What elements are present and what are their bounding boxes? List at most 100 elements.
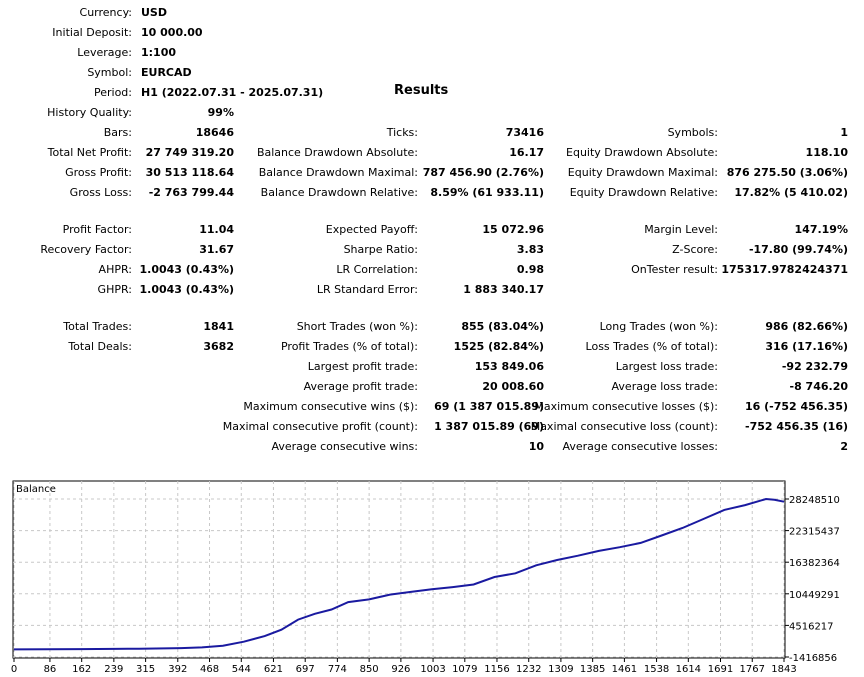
col2-value: 153 849.06 [474,360,544,373]
currency-value: USD [141,6,167,19]
history-quality-label: History Quality: [47,106,132,119]
col2-value: 787 456.90 (2.76%) [422,166,544,179]
chart-title: Balance [16,484,56,495]
col1-label: Gross Loss: [69,186,132,199]
col3-label: Equity Drawdown Maximal: [567,166,718,179]
x-tick-label: 1691 [708,664,733,675]
currency-label: Currency: [79,6,132,19]
col2-value: 3.83 [516,243,544,256]
col3-value: 986 (82.66%) [765,320,848,333]
col1-label: Gross Profit: [65,166,132,179]
col1-label: Profit Factor: [62,223,132,236]
x-tick-label: 1156 [484,664,509,675]
col2-value: 855 (83.04%) [461,320,544,333]
col2-value: 8.59% (61 933.11) [430,186,544,199]
x-tick-label: 621 [264,664,283,675]
col1-label: Recovery Factor: [40,243,132,256]
col3-value: 118.10 [805,146,848,159]
col3-label: Z-Score: [672,243,718,256]
x-tick-label: 1309 [548,664,573,675]
x-tick-label: 697 [296,664,315,675]
col2-label: Balance Drawdown Relative: [260,186,418,199]
col1-label: Total Net Profit: [47,146,132,159]
col3-value: 17.82% (5 410.02) [734,186,848,199]
col1-label: Total Trades: [63,320,132,333]
col2-label: Short Trades (won %): [296,320,418,333]
col3-label: Symbols: [667,126,718,139]
x-tick-label: 774 [328,664,347,675]
col2-label: Expected Payoff: [325,223,418,236]
col3-label: Average loss trade: [611,380,718,393]
col2-label: Average profit trade: [303,380,418,393]
col2-value: 15 072.96 [482,223,544,236]
y-tick-label: 4516217 [789,621,834,632]
y-tick-label: 16382364 [789,558,840,569]
col3-label: Loss Trades (% of total): [585,340,718,353]
x-tick-label: 1385 [580,664,605,675]
col3-value: 147.19% [794,223,848,236]
col3-label: Equity Drawdown Absolute: [566,146,718,159]
col1-value: 1841 [203,320,234,333]
col1-value: 1.0043 (0.43%) [139,263,235,276]
col3-label: Average consecutive losses: [562,440,718,453]
col2-label: LR Correlation: [336,263,418,276]
x-tick-label: 926 [391,664,410,675]
x-tick-label: 1232 [516,664,541,675]
col2-value: 20 008.60 [482,380,544,393]
col1-value: 31.67 [199,243,234,256]
col2-value: 73416 [505,126,544,139]
x-axis-ticks: 0 86 162 239 315 392 468 544 621 697 774 850 926 1003… [11,658,797,675]
col2-value: 69 (1 387 015.89) [434,400,544,413]
col1-label: AHPR: [98,263,132,276]
col2-label: LR Standard Error: [316,283,418,296]
col1-label: Total Deals: [68,340,132,353]
col1-value: 18646 [195,126,234,139]
x-tick-label: 1614 [676,664,701,675]
y-tick-label: 22315437 [789,527,840,538]
col3-value: -92 232.79 [781,360,848,373]
x-tick-label: 468 [200,664,219,675]
x-tick-label: 392 [168,664,187,675]
x-tick-label: 239 [104,664,123,675]
col2-value: 16.17 [509,146,544,159]
col1-value: 30 513 118.64 [145,166,234,179]
col2-label: Sharpe Ratio: [343,243,418,256]
col3-label: Equity Drawdown Relative: [569,186,718,199]
y-tick-label: -1416856 [789,653,837,664]
col2-label: Balance Drawdown Maximal: [258,166,418,179]
period-label: Period: [93,86,132,99]
initial-deposit-value: 10 000.00 [141,26,203,39]
col3-value: 16 (-752 456.35) [745,400,848,413]
x-tick-label: 1461 [612,664,637,675]
symbol-label: Symbol: [87,66,132,79]
col2-value: 1525 (82.84%) [453,340,544,353]
col2-value: 1 387 015.89 (69) [434,420,544,433]
col3-value: 175317.9782424371 [721,263,848,276]
col3-label: Margin Level: [644,223,718,236]
col3-label: OnTester result: [631,263,718,276]
col3-value: -8 746.20 [789,380,849,393]
x-tick-label: 1079 [452,664,477,675]
results-title: Results [394,83,449,98]
x-tick-label: 86 [44,664,57,675]
period-value: H1 (2022.07.31 - 2025.07.31) [141,86,324,99]
col3-value: 1 [840,126,848,139]
col1-value: 27 749 319.20 [145,146,234,159]
y-tick-label: 10449291 [789,590,840,601]
col1-value: 11.04 [199,223,234,236]
col3-value: -752 456.35 (16) [745,420,848,433]
col3-label: Long Trades (won %): [599,320,718,333]
col2-value: 0.98 [516,263,544,276]
col3-label: Maximum consecutive losses ($): [534,400,718,413]
x-tick-label: 544 [232,664,251,675]
col2-label: Largest profit trade: [307,360,418,373]
col3-label: Maximal consecutive loss (count): [530,420,718,433]
x-tick-label: 1767 [740,664,765,675]
col2-label: Ticks: [386,126,418,139]
x-tick-label: 1843 [771,664,796,675]
balance-chart: Balance 28248510 22315437 16382364 10449291… [11,480,840,675]
col2-label: Profit Trades (% of total): [280,340,418,353]
col3-label: Largest loss trade: [615,360,718,373]
initial-deposit-label: Initial Deposit: [52,26,132,39]
col2-label: Balance Drawdown Absolute: [256,146,418,159]
